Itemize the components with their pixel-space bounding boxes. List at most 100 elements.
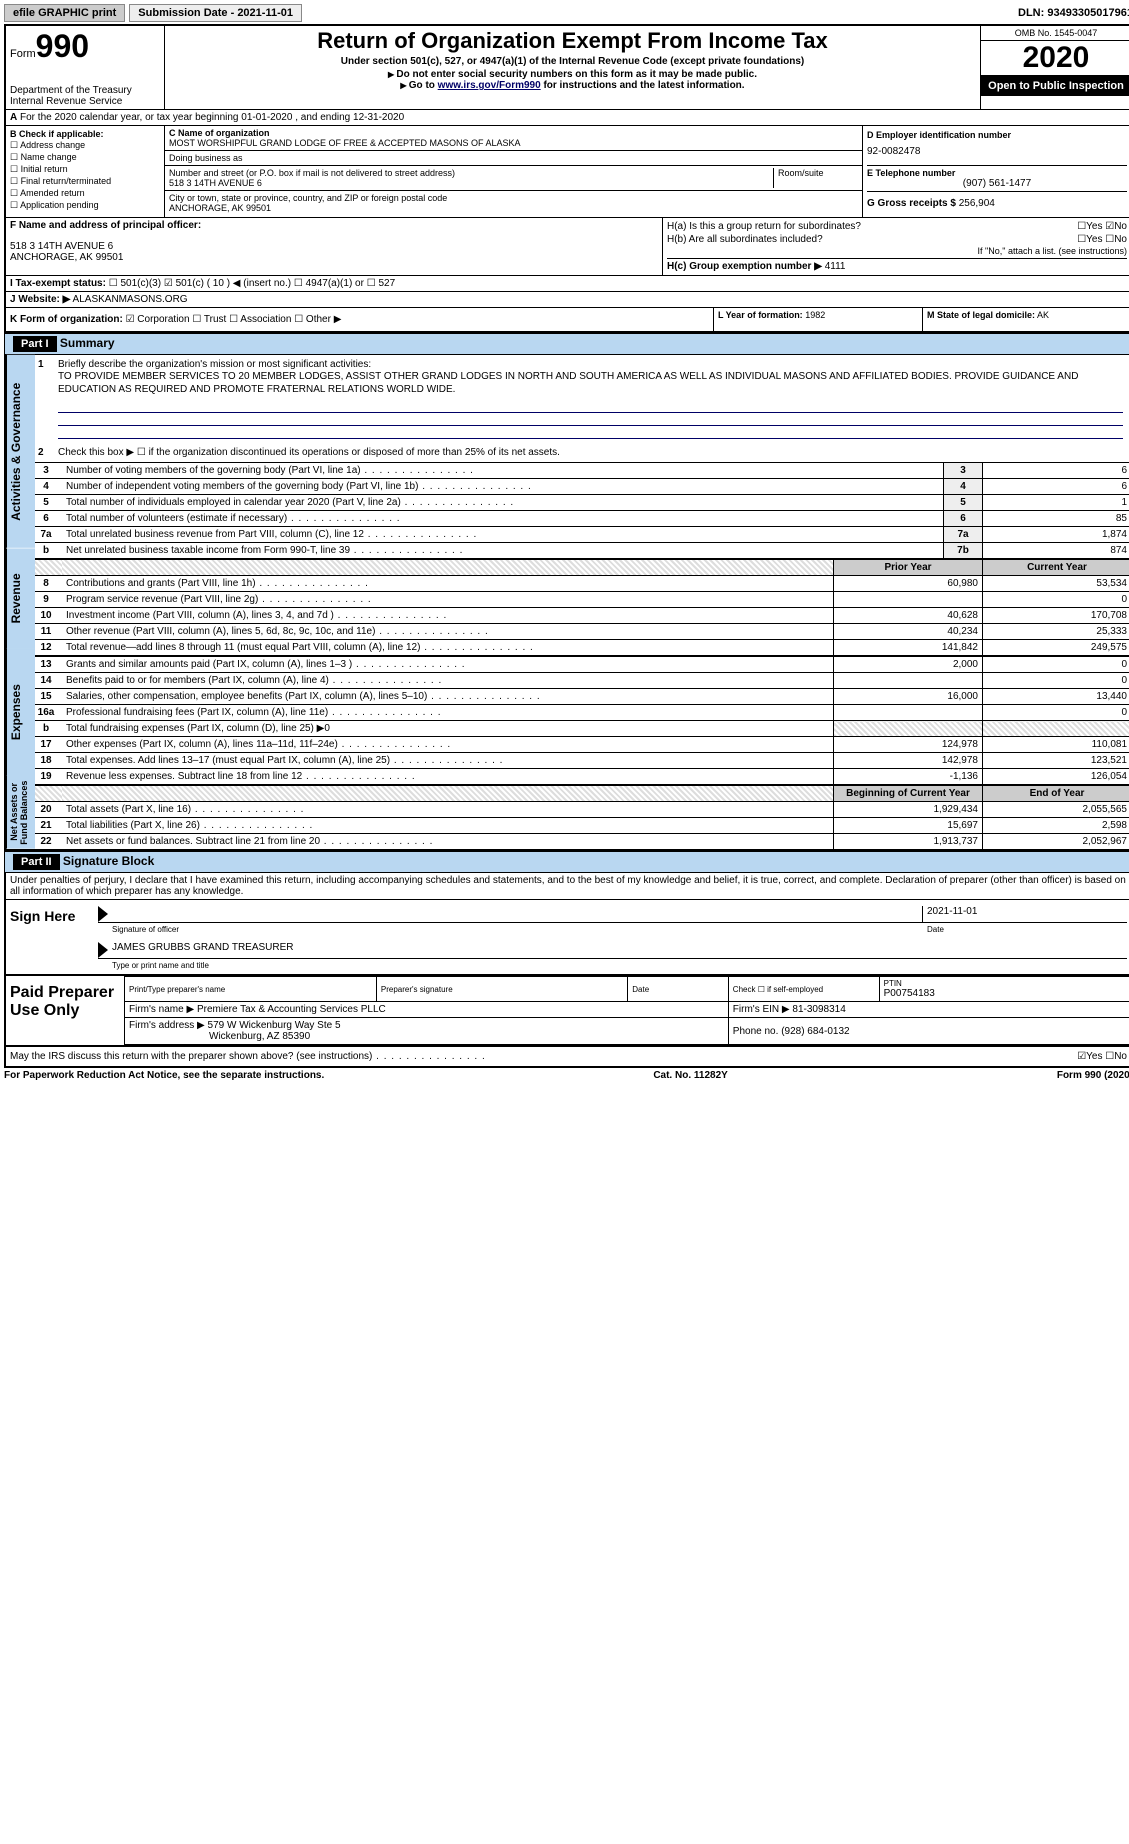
table-row: 17Other expenses (Part IX, column (A), l… — [30, 737, 1129, 753]
part2-header: Part II — [13, 854, 60, 870]
section-ij: I Tax-exempt status: ☐ 501(c)(3) ☑ 501(c… — [4, 275, 1129, 307]
hb-answer[interactable]: ☐Yes ☐No — [1077, 234, 1127, 245]
table-row: 16aProfessional fundraising fees (Part I… — [30, 705, 1129, 721]
tax-year: 2020 — [981, 41, 1129, 76]
website-label: J Website: ▶ — [10, 294, 70, 305]
firm-ein: 81-3098314 — [792, 1004, 845, 1015]
current-year-header: Current Year — [983, 559, 1129, 575]
table-row: 22Net assets or fund balances. Subtract … — [30, 834, 1129, 850]
irs: Internal Revenue Service — [10, 96, 160, 107]
part1-title-bar: Part I Summary — [4, 333, 1129, 355]
sign-date: 2021-11-01 — [922, 906, 1127, 922]
form-org-label: K Form of organization: — [10, 314, 123, 325]
addr: 518 3 14TH AVENUE 6 — [169, 178, 455, 188]
table-row: 14Benefits paid to or for members (Part … — [30, 673, 1129, 689]
state-domicile: AK — [1037, 310, 1049, 320]
part1-title: Summary — [60, 336, 115, 350]
discuss-answer[interactable]: ☑Yes ☐No — [1077, 1051, 1127, 1062]
omb-number: OMB No. 1545-0047 — [981, 26, 1129, 41]
line-a-period: A For the 2020 calendar year, or tax yea… — [4, 109, 1129, 126]
submission-date-button[interactable]: Submission Date - 2021-11-01 — [129, 4, 302, 22]
preparer-section: Paid Preparer Use Only Print/Type prepar… — [4, 976, 1129, 1047]
ein: 92-0082478 — [867, 140, 1127, 163]
firm-addr1: 579 W Wickenburg Way Ste 5 — [208, 1020, 341, 1031]
org-name-label: C Name of organization — [169, 128, 858, 138]
prep-date-label: Date — [632, 985, 724, 994]
sig-officer-label: Signature of officer — [98, 925, 927, 934]
prior-year-header: Prior Year — [834, 559, 983, 575]
firm-addr2: Wickenburg, AZ 85390 — [129, 1031, 724, 1042]
table-row: 15Salaries, other compensation, employee… — [30, 689, 1129, 705]
underline — [58, 426, 1123, 439]
website[interactable]: ALASKANMASONS.ORG — [73, 294, 188, 305]
expenses-table: 13Grants and similar amounts paid (Part … — [30, 655, 1129, 784]
phone: (907) 561-1477 — [867, 178, 1127, 189]
dba-label: Doing business as — [169, 153, 858, 163]
section-bcdeg: B Check if applicable: Address change Na… — [4, 126, 1129, 217]
mission-block: 1 Briefly describe the organization's mi… — [30, 355, 1129, 400]
open-to-public: Open to Public Inspection — [981, 76, 1129, 96]
discuss-row: May the IRS discuss this return with the… — [4, 1047, 1129, 1068]
firm-phone: (928) 684-0132 — [781, 1026, 849, 1037]
page-footer: For Paperwork Reduction Act Notice, see … — [4, 1068, 1129, 1083]
chk-name-change[interactable]: Name change — [10, 152, 160, 163]
firm-name: Premiere Tax & Accounting Services PLLC — [197, 1004, 386, 1015]
form-subtitle: Under section 501(c), 527, or 4947(a)(1)… — [169, 56, 976, 67]
officer-name-title: JAMES GRUBBS GRAND TREASURER — [112, 942, 294, 958]
vtab-revenue: Revenue — [6, 548, 35, 648]
chk-amended-return[interactable]: Amended return — [10, 188, 160, 199]
governance-table: 3Number of voting members of the governi… — [30, 462, 1129, 558]
underline — [58, 400, 1123, 413]
table-row: 20Total assets (Part X, line 16)1,929,43… — [30, 802, 1129, 818]
chk-application-pending[interactable]: Application pending — [10, 200, 160, 211]
table-row: 12Total revenue—add lines 8 through 11 (… — [30, 640, 1129, 656]
tax-status-label: I Tax-exempt status: — [10, 278, 106, 289]
table-row: bNet unrelated business taxable income f… — [30, 543, 1129, 559]
officer-addr2: ANCHORAGE, AK 99501 — [10, 252, 658, 263]
city-label: City or town, state or province, country… — [169, 193, 858, 203]
declaration-text: Under penalties of perjury, I declare th… — [6, 873, 1129, 899]
chk-initial-return[interactable]: Initial return — [10, 164, 160, 175]
form-org-options[interactable]: ☑ Corporation ☐ Trust ☐ Association ☐ Ot… — [126, 314, 342, 325]
gross-receipts: 256,904 — [959, 198, 995, 209]
footer-left: For Paperwork Reduction Act Notice, see … — [4, 1070, 324, 1081]
line2-text: Check this box ▶ ☐ if the organization d… — [58, 447, 560, 458]
ptin: P00754183 — [884, 988, 1126, 999]
ha-label: H(a) Is this a group return for subordin… — [667, 221, 861, 232]
mission-text: TO PROVIDE MEMBER SERVICES TO 20 MEMBER … — [58, 370, 1123, 396]
hc-label: H(c) Group exemption number ▶ — [667, 261, 822, 272]
table-row: 21Total liabilities (Part X, line 26)15,… — [30, 818, 1129, 834]
revenue-table: 8Contributions and grants (Part VIII, li… — [30, 575, 1129, 655]
footer-center: Cat. No. 11282Y — [653, 1070, 727, 1081]
instructions-link[interactable]: www.irs.gov/Form990 — [438, 80, 541, 91]
check-self-employed[interactable]: Check ☐ if self-employed — [733, 985, 875, 994]
table-row: 5Total number of individuals employed in… — [30, 495, 1129, 511]
section-f: F Name and address of principal officer:… — [6, 218, 662, 275]
vtab-expenses: Expenses — [6, 648, 35, 776]
chk-address-change[interactable]: Address change — [10, 140, 160, 151]
firm-phone-label: Phone no. — [733, 1026, 779, 1037]
footer-right: Form 990 (2020) — [1057, 1070, 1129, 1081]
form-number: Form990 — [10, 28, 160, 65]
efile-button[interactable]: efile GRAPHIC print — [4, 4, 125, 22]
prep-name-label: Print/Type preparer's name — [129, 985, 372, 994]
year-formation: 1982 — [805, 310, 825, 320]
balance-header-row: Beginning of Current Year End of Year — [30, 784, 1129, 801]
table-row: 6Total number of volunteers (estimate if… — [30, 511, 1129, 527]
ha-answer[interactable]: ☐Yes ☑No — [1077, 221, 1127, 232]
beginning-year-header: Beginning of Current Year — [834, 785, 983, 801]
part1-header: Part I — [13, 336, 57, 352]
name-title-label: Type or print name and title — [98, 961, 1127, 970]
section-h: H(a) Is this a group return for subordin… — [662, 218, 1129, 275]
table-row: 19Revenue less expenses. Subtract line 1… — [30, 769, 1129, 785]
section-c: C Name of organization MOST WORSHIPFUL G… — [164, 126, 863, 217]
arrow-icon — [98, 906, 108, 922]
year-header-row: Prior Year Current Year — [30, 558, 1129, 575]
table-row: 18Total expenses. Add lines 13–17 (must … — [30, 753, 1129, 769]
tax-status-options[interactable]: ☐ 501(c)(3) ☑ 501(c) ( 10 ) ◀ (insert no… — [109, 278, 395, 289]
end-year-header: End of Year — [983, 785, 1129, 801]
phone-label: E Telephone number — [867, 168, 1127, 178]
paid-preparer-label: Paid Preparer Use Only — [6, 976, 125, 1045]
hc-value: 4111 — [825, 261, 846, 272]
chk-final-return[interactable]: Final return/terminated — [10, 176, 160, 187]
